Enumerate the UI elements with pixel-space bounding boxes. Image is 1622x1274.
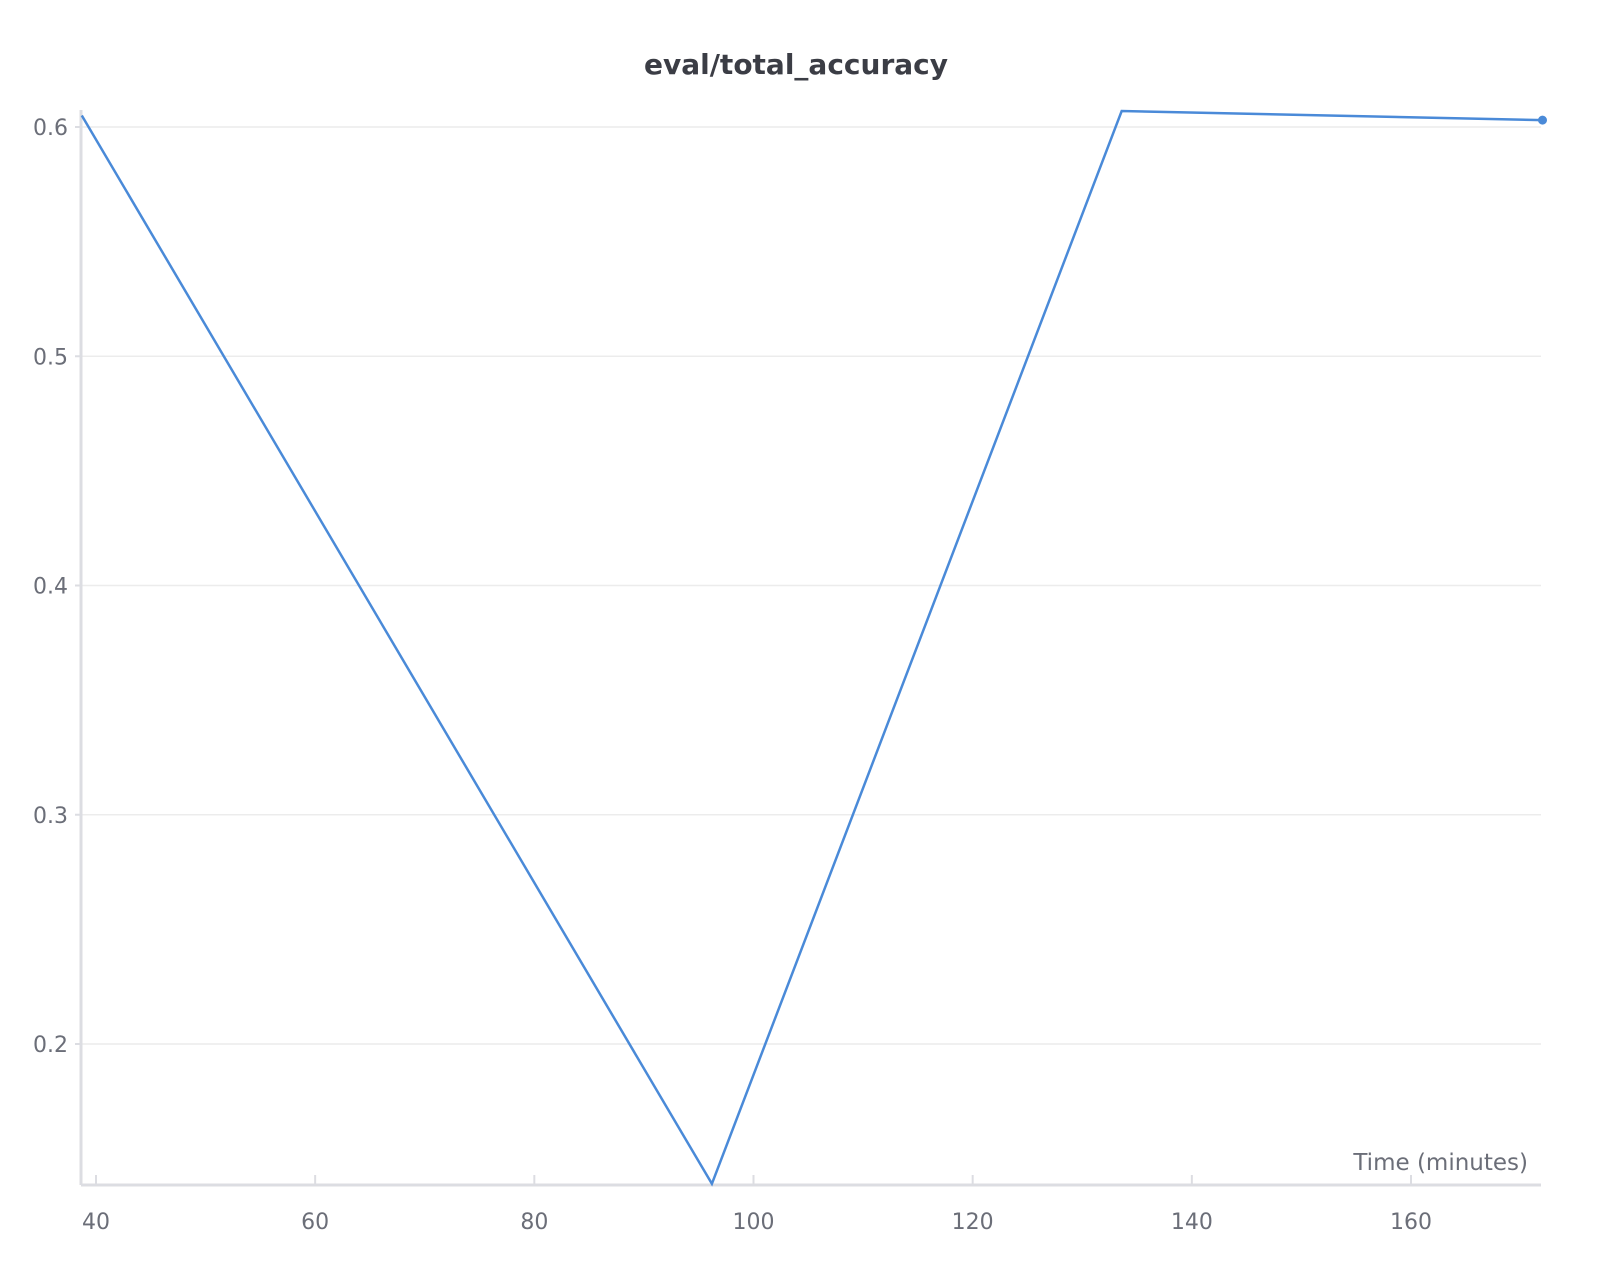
x-tick-label: 80	[520, 1210, 548, 1235]
x-tick-label: 140	[1171, 1210, 1213, 1235]
axes	[79, 110, 1541, 1187]
chart-title: eval/total_accuracy	[644, 48, 948, 81]
x-tick-label: 60	[301, 1210, 329, 1235]
x-tick-label: 40	[82, 1210, 110, 1235]
y-tick-label: 0.6	[33, 116, 68, 141]
y-tick-label: 0.2	[33, 1033, 68, 1058]
x-tick-label: 120	[952, 1210, 994, 1235]
x-axis-label: Time (minutes)	[1352, 1150, 1528, 1176]
x-tick-label: 100	[733, 1210, 775, 1235]
tick-marks: 0.2 0.3 0.4 0.5 0.6 40 60 80 100 120 140 160	[33, 116, 1432, 1235]
grid-lines	[81, 126, 1541, 1045]
x-tick-label: 160	[1390, 1210, 1432, 1235]
series	[80, 109, 1547, 1187]
series-end-point	[1538, 115, 1547, 125]
y-tick-label: 0.3	[33, 804, 68, 829]
y-tick-label: 0.5	[33, 345, 68, 370]
series-line	[80, 109, 1543, 1187]
y-tick-label: 0.4	[33, 575, 68, 600]
